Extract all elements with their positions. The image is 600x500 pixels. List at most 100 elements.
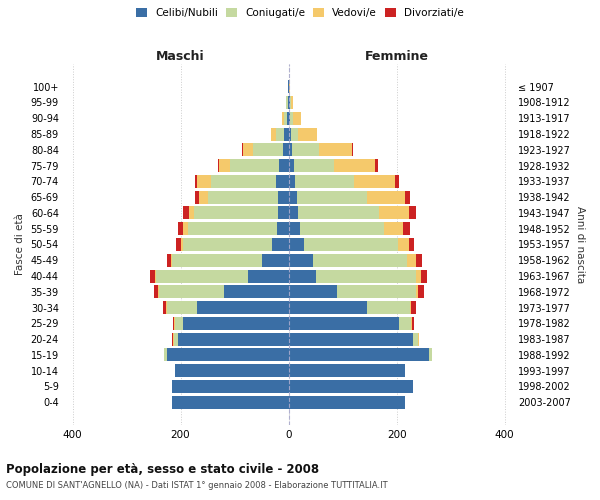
- Bar: [337, 286, 416, 298]
- Bar: [416, 286, 418, 298]
- Bar: [176, 238, 181, 251]
- Bar: [375, 159, 378, 172]
- Bar: [287, 112, 289, 124]
- Bar: [289, 317, 400, 330]
- Bar: [367, 301, 410, 314]
- Bar: [413, 332, 418, 345]
- Bar: [416, 254, 422, 266]
- Bar: [166, 301, 167, 314]
- Bar: [172, 380, 289, 393]
- Bar: [262, 254, 289, 266]
- Bar: [283, 144, 289, 156]
- Bar: [271, 128, 276, 140]
- Bar: [195, 190, 199, 203]
- Bar: [294, 159, 334, 172]
- Bar: [167, 254, 171, 266]
- Bar: [290, 112, 293, 124]
- Bar: [355, 175, 395, 188]
- Bar: [194, 175, 197, 188]
- Bar: [156, 270, 248, 282]
- Bar: [291, 96, 293, 109]
- Bar: [183, 317, 289, 330]
- Bar: [208, 190, 278, 203]
- Bar: [289, 348, 429, 362]
- Bar: [289, 396, 405, 408]
- Bar: [155, 270, 156, 282]
- Bar: [289, 286, 337, 298]
- Bar: [410, 301, 411, 314]
- Bar: [289, 190, 296, 203]
- Bar: [218, 159, 220, 172]
- Bar: [275, 175, 289, 188]
- Bar: [412, 317, 414, 330]
- Bar: [352, 144, 353, 156]
- Bar: [304, 238, 398, 251]
- Y-axis label: Anni di nascita: Anni di nascita: [575, 206, 585, 283]
- Bar: [429, 348, 432, 362]
- Text: COMUNE DI SANT'AGNELLO (NA) - Dati ISTAT 1° gennaio 2008 - Elaborazione TUTTITAL: COMUNE DI SANT'AGNELLO (NA) - Dati ISTAT…: [6, 481, 388, 490]
- Bar: [224, 286, 289, 298]
- Bar: [405, 190, 410, 203]
- Bar: [171, 254, 172, 266]
- Bar: [409, 206, 416, 220]
- Bar: [295, 175, 355, 188]
- Bar: [289, 144, 292, 156]
- Bar: [284, 112, 287, 124]
- Bar: [289, 128, 291, 140]
- Bar: [253, 144, 283, 156]
- Bar: [159, 286, 224, 298]
- Bar: [197, 175, 211, 188]
- Bar: [164, 348, 167, 362]
- Bar: [150, 270, 155, 282]
- Bar: [296, 190, 367, 203]
- Bar: [298, 206, 379, 220]
- Bar: [403, 222, 410, 235]
- Bar: [289, 332, 413, 345]
- Bar: [167, 348, 289, 362]
- Bar: [291, 128, 298, 140]
- Bar: [418, 286, 424, 298]
- Bar: [384, 222, 403, 235]
- Bar: [242, 144, 253, 156]
- Bar: [181, 238, 183, 251]
- Bar: [175, 317, 183, 330]
- Bar: [194, 206, 278, 220]
- Bar: [173, 317, 174, 330]
- Bar: [301, 222, 384, 235]
- Bar: [290, 96, 291, 109]
- Bar: [276, 128, 284, 140]
- Bar: [289, 222, 301, 235]
- Bar: [416, 270, 421, 282]
- Bar: [172, 254, 262, 266]
- Bar: [287, 96, 289, 109]
- Bar: [379, 206, 409, 220]
- Bar: [286, 96, 287, 109]
- Bar: [367, 190, 405, 203]
- Bar: [183, 238, 272, 251]
- Bar: [409, 238, 415, 251]
- Bar: [284, 128, 289, 140]
- Legend: Celibi/Nubili, Coniugati/e, Vedovi/e, Divorziati/e: Celibi/Nubili, Coniugati/e, Vedovi/e, Di…: [133, 5, 467, 21]
- Bar: [289, 112, 290, 124]
- Bar: [272, 238, 289, 251]
- Bar: [178, 222, 183, 235]
- Bar: [167, 301, 197, 314]
- Bar: [199, 190, 208, 203]
- Bar: [289, 254, 313, 266]
- Bar: [220, 159, 230, 172]
- Bar: [279, 159, 289, 172]
- Bar: [334, 159, 375, 172]
- Bar: [230, 159, 279, 172]
- Bar: [395, 175, 400, 188]
- Bar: [248, 270, 289, 282]
- Bar: [407, 254, 416, 266]
- Bar: [289, 159, 294, 172]
- Bar: [289, 301, 367, 314]
- Bar: [172, 396, 289, 408]
- Bar: [289, 380, 413, 393]
- Bar: [163, 301, 166, 314]
- Bar: [188, 206, 194, 220]
- Bar: [211, 175, 275, 188]
- Bar: [400, 317, 411, 330]
- Bar: [197, 301, 289, 314]
